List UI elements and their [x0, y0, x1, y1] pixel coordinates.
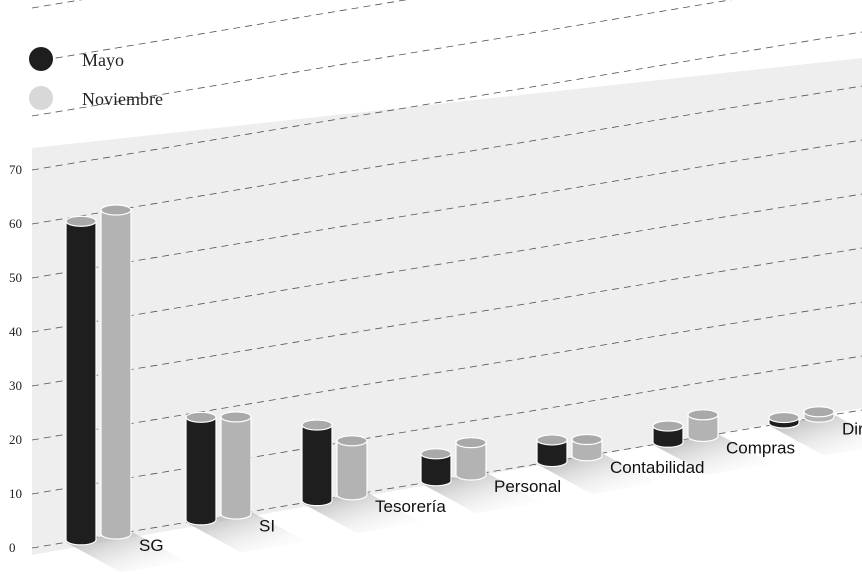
bar-noviembre-compras — [687, 409, 719, 443]
bar-top — [65, 215, 97, 227]
bar-mayo-sg — [65, 215, 97, 546]
legend-swatch-mayo — [29, 47, 53, 71]
bar-body — [420, 453, 452, 487]
grid-layer — [31, 0, 862, 549]
gridline — [31, 193, 862, 333]
y-tick-label: 50 — [9, 270, 22, 285]
bar-shadow — [302, 492, 422, 534]
x-tick-label-sg: SG — [139, 536, 164, 555]
x-tick-label-personal: Personal — [494, 477, 561, 496]
bar-mayo-contabilidad — [536, 434, 568, 468]
bar-shadow — [186, 511, 306, 553]
y-tick-label: 30 — [9, 378, 22, 393]
bar-body — [652, 425, 684, 448]
y-tick-label: 40 — [9, 324, 22, 339]
bar-top — [768, 411, 800, 424]
gridline — [31, 301, 862, 441]
bar-body — [336, 440, 368, 501]
gridline — [31, 139, 862, 279]
y-tick-label: 0 — [9, 540, 16, 555]
bar-top — [571, 433, 603, 446]
legend-swatch-noviembre — [29, 86, 53, 110]
x-tick-label-direccion: Dirección — [842, 419, 862, 438]
gridline — [31, 0, 733, 117]
y-tick-label: 70 — [9, 162, 22, 177]
bar-body — [571, 438, 603, 462]
bar-body — [65, 220, 97, 546]
bar-body — [185, 416, 217, 526]
x-tick-label-compras: Compras — [726, 439, 795, 458]
bar-top — [652, 420, 684, 432]
gridline — [31, 0, 408, 63]
bar-body — [100, 209, 132, 540]
bar-top — [536, 434, 568, 446]
bar-layer — [65, 204, 835, 546]
y-tick-label: 10 — [9, 486, 22, 501]
gridline — [31, 355, 862, 495]
bar-body — [536, 439, 568, 468]
bar-noviembre-si — [220, 411, 252, 520]
bar-top — [185, 411, 217, 423]
bar-top — [455, 437, 487, 449]
bar-body — [455, 442, 487, 481]
bar-mayo-personal — [420, 448, 452, 487]
gridline — [31, 247, 862, 387]
shadow-layer — [66, 414, 862, 573]
gridline — [31, 31, 862, 171]
bar-top — [420, 448, 452, 460]
bar-noviembre-contabilidad — [571, 433, 603, 462]
bar-top — [100, 204, 132, 216]
legend-label-mayo: Mayo — [82, 50, 124, 70]
x-tick-label-tesoreria: Tesorería — [375, 497, 446, 516]
bar-top — [336, 435, 368, 447]
bar-shadow — [421, 472, 541, 514]
bar-mayo-direccion — [768, 411, 800, 429]
bar-top — [803, 406, 835, 418]
bar-shadow — [66, 531, 186, 573]
y-tick-label: 20 — [9, 432, 22, 447]
x-tick-label-contabilidad: Contabilidad — [610, 458, 705, 477]
gridline — [31, 85, 862, 225]
legend-label-noviembre: Noviembre — [82, 89, 163, 109]
bar-body — [687, 414, 719, 443]
bar-body — [220, 416, 252, 520]
bar-top — [301, 419, 333, 431]
bar-noviembre-direccion — [803, 406, 835, 423]
bar-noviembre-sg — [100, 204, 132, 540]
bar-mayo-compras — [652, 420, 684, 448]
y-axis: 0 10 20 30 40 50 60 70 — [9, 162, 22, 555]
bar-noviembre-personal — [455, 437, 487, 481]
x-axis: SG SI Tesorería Personal Contabilidad Compras… — [139, 419, 862, 555]
bar-mayo-si — [185, 411, 217, 526]
bar-noviembre-tesoreria — [336, 435, 368, 501]
bar-top — [220, 411, 252, 423]
bar-shadow — [537, 453, 657, 495]
bar-body — [301, 424, 333, 507]
y-tick-label: 60 — [9, 216, 22, 231]
x-tick-label-si: SI — [259, 516, 275, 535]
gridline — [31, 0, 83, 9]
legend: Mayo Noviembre — [29, 47, 163, 110]
bar-mayo-tesoreria — [301, 419, 333, 507]
bar-shadow — [653, 433, 773, 475]
bar-top — [687, 409, 719, 421]
